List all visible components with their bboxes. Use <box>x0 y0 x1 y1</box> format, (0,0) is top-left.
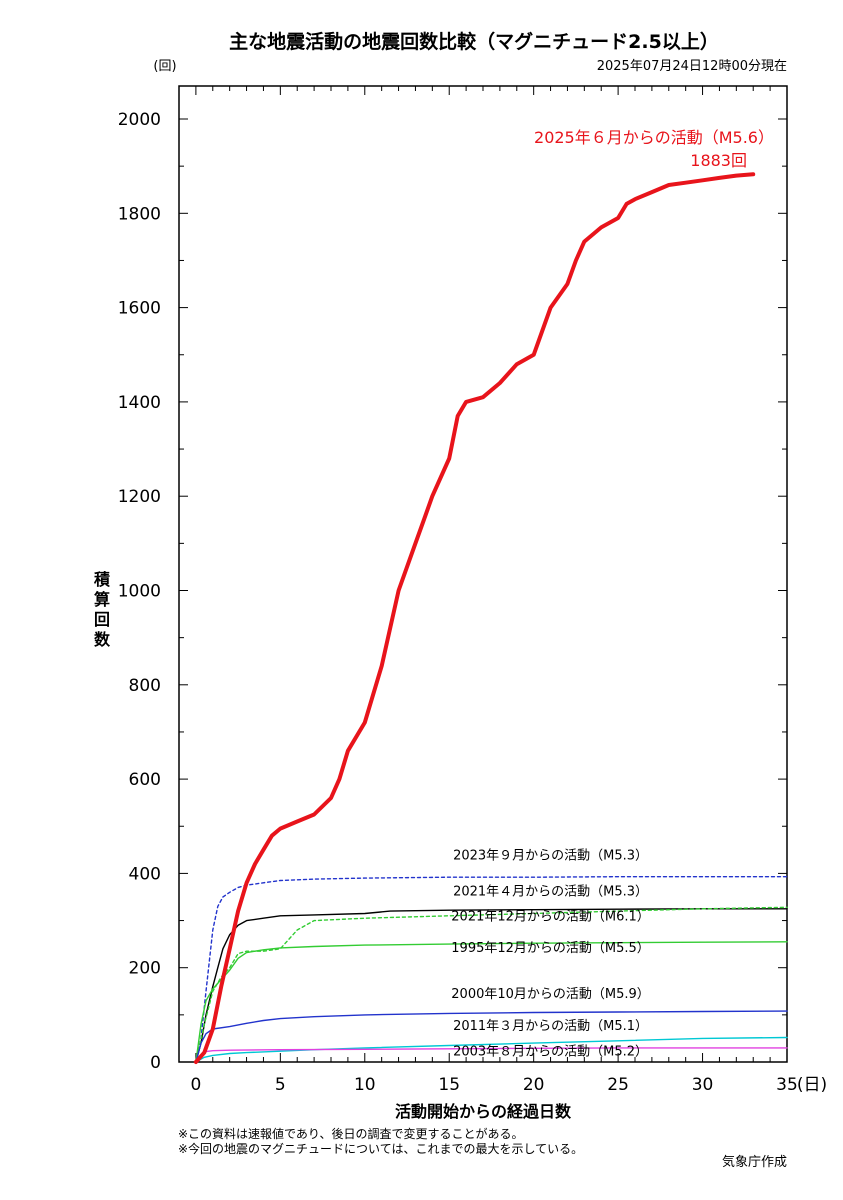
y-tick-label: 1000 <box>118 582 161 602</box>
chart-title: 主な地震活動の地震回数比較（マグニチュード2.5以上） <box>229 30 719 53</box>
x-tick-label: 0 <box>190 1075 201 1095</box>
y-tick-label: 600 <box>129 770 161 790</box>
current-activity-label: 2025年６月からの活動（M5.6） <box>534 128 774 147</box>
series-label: 2000年10月からの活動（M5.9） <box>451 987 650 1002</box>
series-label: 2021年４月からの活動（M5.3） <box>453 885 648 900</box>
y-tick-label: 2000 <box>118 110 161 130</box>
x-tick-label: 10 <box>354 1075 376 1095</box>
x-tick-label: 20 <box>523 1075 545 1095</box>
series-label: 2011年３月からの活動（M5.1） <box>453 1019 648 1034</box>
current-activity-count: 1883回 <box>690 151 747 170</box>
timestamp: 2025年07月24日12時00分現在 <box>597 59 787 74</box>
y-tick-label: 1400 <box>118 393 161 413</box>
footnote-2: ※今回の地震のマグニチュードについては、これまでの最大を示している。 <box>178 1141 583 1156</box>
x-tick-label: 15 <box>438 1075 460 1095</box>
x-axis-title: 活動開始からの経過日数 <box>395 1102 572 1121</box>
x-tick-label: 5 <box>275 1075 286 1095</box>
series-label: 2021年12月からの活動（M6.1） <box>451 910 650 925</box>
y-tick-label: 0 <box>150 1053 161 1073</box>
x-tick-label: 25 <box>607 1075 629 1095</box>
series-label: 1995年12月からの活動（M5.5） <box>451 941 650 956</box>
y-tick-label: 800 <box>129 676 161 696</box>
x-tick-label: 35 <box>776 1075 798 1095</box>
x-tick-label: 30 <box>692 1075 714 1095</box>
y-tick-label: 1800 <box>118 204 161 224</box>
y-tick-label: 400 <box>129 864 161 884</box>
series-labels: 2023年９月からの活動（M5.3） 2021年４月からの活動（M5.3） 2021… <box>451 848 650 1059</box>
series-line <box>195 941 788 1063</box>
y-axis-title: 積算回数 <box>93 570 111 649</box>
x-unit-label: (日) <box>797 1075 827 1095</box>
series-line <box>193 172 756 1064</box>
series-label: 2023年９月からの活動（M5.3） <box>453 848 648 863</box>
series-line <box>195 908 788 1063</box>
y-tick-label: 200 <box>129 959 161 979</box>
x-axis-ticks: 0 5 10 15 20 25 30 35 <box>190 86 798 1095</box>
footnote-1: ※この資料は速報値であり、後日の調査で変更することがある。 <box>178 1126 523 1141</box>
y-tick-label: 1600 <box>118 299 161 319</box>
series-line <box>195 876 788 1063</box>
series-label: 2003年８月からの活動（M5.2） <box>453 1044 648 1059</box>
svg-text:積算回数: 積算回数 <box>93 570 111 649</box>
y-tick-label: 1200 <box>118 487 161 507</box>
series-line <box>195 1010 788 1063</box>
y-axis-ticks: 0 200 400 600 800 1000 1200 1400 1600 1800 2000 <box>118 110 787 1073</box>
credit: 気象庁作成 <box>722 1154 787 1170</box>
series-lines <box>193 172 788 1064</box>
y-unit-label: (回) <box>153 59 176 74</box>
